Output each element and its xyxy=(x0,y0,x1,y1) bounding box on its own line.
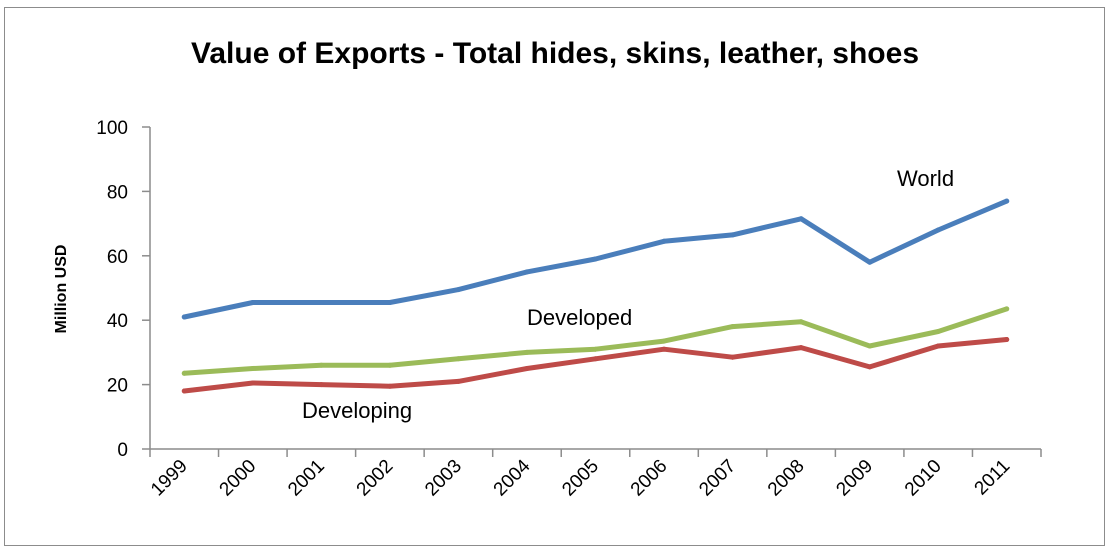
data-point-developed xyxy=(250,366,256,371)
x-tick-label: 2004 xyxy=(490,455,535,500)
data-point-developed xyxy=(318,362,324,368)
series-label-world: World xyxy=(897,166,954,191)
x-tick-label: 2005 xyxy=(558,456,603,501)
y-tick-label: 60 xyxy=(107,247,128,268)
data-point-developed xyxy=(181,370,187,376)
data-point-developed xyxy=(935,329,941,334)
chart-frame xyxy=(4,7,1105,546)
data-point-developing xyxy=(593,356,598,362)
data-point-world xyxy=(387,300,393,305)
x-tick-label: 2001 xyxy=(284,456,329,501)
x-tick-label: 2011 xyxy=(971,456,1015,500)
series-label-developing: Developing xyxy=(302,398,412,423)
data-point-developing xyxy=(1004,337,1010,342)
x-tick-label: 2008 xyxy=(764,456,809,501)
data-point-developed xyxy=(1004,306,1010,312)
series-lines xyxy=(181,198,1010,394)
x-tick-label: 2002 xyxy=(353,456,398,501)
data-point-world xyxy=(250,300,256,305)
y-tick-label: 100 xyxy=(96,118,128,139)
x-tick-label: 2006 xyxy=(627,456,672,501)
series-label-developed: Developed xyxy=(527,305,632,330)
data-point-world xyxy=(593,256,598,262)
data-point-world xyxy=(935,227,941,233)
y-ticks: 0 20 40 60 80 100 xyxy=(96,118,150,461)
data-point-world xyxy=(455,287,461,293)
data-point-world xyxy=(798,216,804,222)
x-ticks: 1999 2000 2001 2002 2003 2004 2005 2006 2007 2008… xyxy=(147,449,1042,501)
data-point-developing xyxy=(181,388,187,394)
x-tick-label: 2000 xyxy=(216,456,261,501)
data-point-developing xyxy=(935,343,941,349)
data-point-developed xyxy=(798,319,804,325)
data-point-developed xyxy=(730,324,736,330)
x-tick-label: 2009 xyxy=(832,456,877,501)
data-point-developing xyxy=(524,366,530,371)
data-point-developing xyxy=(387,383,393,389)
data-point-world xyxy=(181,314,187,320)
data-point-world xyxy=(730,232,736,238)
data-point-developed xyxy=(524,349,530,355)
x-tick-label: 2010 xyxy=(901,456,946,501)
data-point-developed xyxy=(593,346,598,352)
data-point-developed xyxy=(455,356,461,362)
y-axis-label: Million USD xyxy=(53,245,70,334)
data-point-developed xyxy=(387,362,393,368)
data-point-developing xyxy=(730,354,736,360)
data-point-developing xyxy=(318,382,324,388)
chart-title: Value of Exports - Total hides, skins, l… xyxy=(191,37,919,70)
data-point-developing xyxy=(798,345,804,351)
y-tick-label: 40 xyxy=(107,311,128,332)
data-point-world xyxy=(1004,198,1010,204)
data-point-world xyxy=(524,269,530,275)
data-point-developed xyxy=(867,343,873,349)
data-point-developing xyxy=(250,380,256,386)
x-tick-label: 2007 xyxy=(695,456,740,501)
x-tick-label: 1999 xyxy=(147,456,192,501)
data-point-world xyxy=(867,259,873,265)
y-tick-label: 20 xyxy=(107,376,128,397)
data-point-developing xyxy=(867,364,873,370)
data-point-world xyxy=(661,238,667,244)
data-point-developing xyxy=(455,378,461,384)
data-point-world xyxy=(318,300,324,305)
y-tick-label: 0 xyxy=(117,440,128,461)
y-tick-label: 80 xyxy=(107,182,128,203)
x-tick-label: 2003 xyxy=(421,456,466,501)
data-point-developed xyxy=(661,338,667,344)
data-point-developing xyxy=(661,346,667,352)
